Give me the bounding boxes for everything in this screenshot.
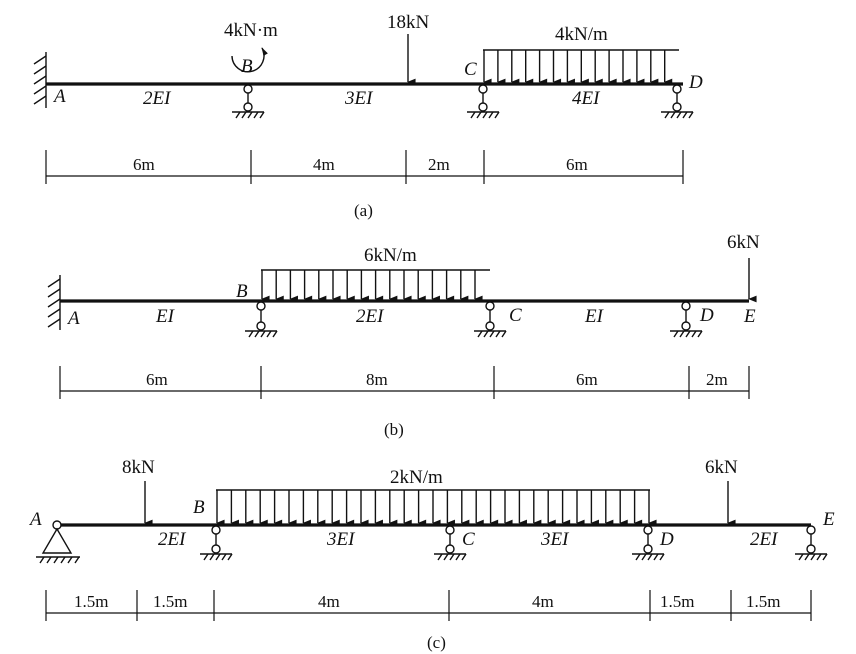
support-d (661, 84, 694, 119)
dim-c-5: 1.5m (660, 592, 694, 611)
support-d (632, 525, 665, 561)
dim-b-1: 6m (146, 370, 168, 389)
node-label-b: B (193, 497, 205, 518)
pin-support-a (36, 520, 80, 564)
node-label-a: A (52, 86, 66, 107)
dim-c-3: 4m (318, 592, 340, 611)
distributed-load-bd (216, 489, 657, 527)
dim-a-1: 6m (133, 155, 155, 174)
stiffness-label-bc: 3EI (326, 529, 356, 550)
dim-a-4: 6m (566, 155, 588, 174)
point-load-left-label: 8kN (122, 457, 155, 478)
node-label-b: B (236, 281, 248, 302)
point-load-label: 6kN (727, 232, 760, 253)
fixed-support-a (33, 52, 47, 108)
moment-label: 4kN·m (224, 20, 278, 41)
distributed-load-label: 6kN/m (364, 245, 417, 266)
distributed-load-cd (483, 49, 679, 86)
dimension-line-b (59, 366, 750, 399)
dimension-line-a (45, 150, 684, 184)
stiffness-label-bc: 3EI (344, 88, 374, 109)
support-c (467, 84, 500, 119)
stiffness-label-de: 2EI (750, 529, 779, 550)
dim-c-6: 1.5m (746, 592, 780, 611)
node-label-e: E (743, 306, 756, 327)
stiffness-label-cd: 3EI (540, 529, 570, 550)
support-b (200, 525, 233, 561)
dim-a-3: 2m (428, 155, 450, 174)
caption-b: (b) (384, 420, 404, 439)
node-label-c: C (464, 59, 477, 80)
stiffness-label-ab: EI (155, 306, 176, 327)
node-label-d: D (659, 529, 674, 550)
point-load-label: 18kN (387, 12, 430, 33)
dim-c-1: 1.5m (74, 592, 108, 611)
fixed-support-a (47, 275, 61, 330)
node-label-c: C (462, 529, 475, 550)
diagram-b: 6kN/m 6kN A B C D E EI 2EI EI 6m 8m 6m 2… (47, 232, 760, 439)
node-label-c: C (509, 305, 522, 326)
moment-load-b (231, 47, 268, 73)
stiffness-label-cd: 4EI (572, 88, 601, 109)
stiffness-label-cd: EI (584, 306, 605, 327)
support-b (245, 301, 278, 338)
dim-b-4: 2m (706, 370, 728, 389)
distributed-load-bc (261, 269, 490, 303)
node-label-d: D (699, 305, 714, 326)
support-c (474, 301, 507, 338)
distributed-load-label: 2kN/m (390, 467, 443, 488)
node-label-e: E (822, 509, 835, 530)
node-label-a: A (66, 308, 80, 329)
dim-c-2: 1.5m (153, 592, 187, 611)
distributed-load-label: 4kN/m (555, 24, 608, 45)
dim-b-2: 8m (366, 370, 388, 389)
support-b (232, 84, 265, 119)
dim-a-2: 4m (313, 155, 335, 174)
diagram-c: 8kN 6kN 2kN/m A B C D E 2EI 3EI 3EI 2EI (28, 457, 835, 652)
dim-b-3: 6m (576, 370, 598, 389)
support-e (795, 525, 828, 561)
node-label-b: B (241, 56, 253, 77)
dimension-line-c (45, 590, 812, 621)
stiffness-label-ab: 2EI (143, 88, 172, 109)
stiffness-label-bc: 2EI (356, 306, 385, 327)
diagram-a: 4kN·m 18kN 4kN/m A B C D 2EI 3EI 4EI 6m … (33, 12, 703, 220)
caption-a: (a) (354, 201, 373, 220)
node-label-d: D (688, 72, 703, 93)
stiffness-label-ab: 2EI (158, 529, 187, 550)
dim-c-4: 4m (532, 592, 554, 611)
node-label-a: A (28, 509, 42, 530)
caption-c: (c) (427, 633, 446, 652)
support-d (670, 301, 703, 338)
point-load-right-label: 6kN (705, 457, 738, 478)
